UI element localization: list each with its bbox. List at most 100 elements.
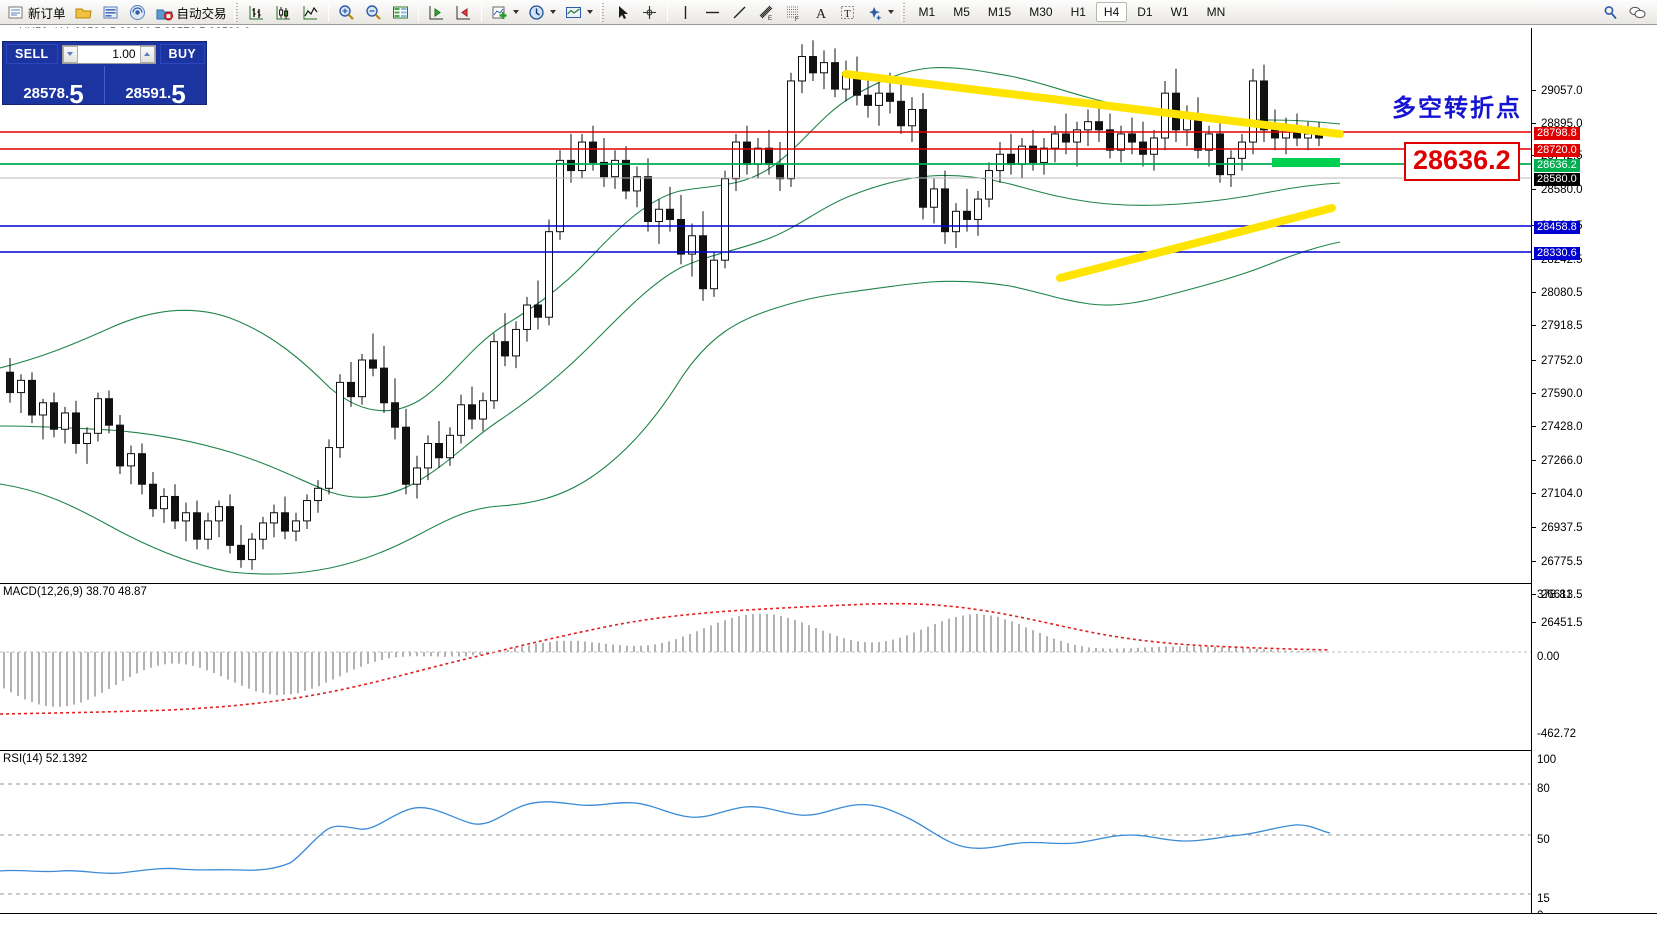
rsi-canvas bbox=[0, 751, 1531, 916]
price-tick bbox=[1532, 622, 1536, 623]
text-label-button[interactable]: A bbox=[807, 1, 834, 23]
candle-body bbox=[633, 176, 641, 192]
period-caret-icon[interactable] bbox=[549, 10, 556, 14]
sell-price-cell[interactable]: 28578 . 5 bbox=[3, 66, 104, 107]
timeframe-h4[interactable]: H4 bbox=[1095, 2, 1128, 22]
chat-button[interactable] bbox=[1624, 1, 1651, 23]
data-window-button[interactable] bbox=[387, 1, 414, 23]
auto-trading-button[interactable]: 自动交易 bbox=[151, 1, 231, 23]
fibonacci-button[interactable]: F bbox=[780, 1, 807, 23]
candle-body bbox=[798, 56, 806, 82]
text-box-button[interactable]: T bbox=[834, 1, 861, 23]
candle-body bbox=[787, 80, 795, 180]
candlestick-chart-button[interactable] bbox=[270, 1, 297, 23]
zoom-out-button[interactable] bbox=[360, 1, 387, 23]
timeframe-h1[interactable]: H1 bbox=[1070, 5, 1086, 19]
buy-button[interactable]: BUY bbox=[159, 44, 206, 64]
auto-scroll-button[interactable] bbox=[450, 1, 477, 23]
toolbar-grip-charts[interactable] bbox=[233, 2, 240, 22]
indicators-button[interactable] bbox=[486, 1, 523, 23]
toolbar-sep-4 bbox=[666, 2, 668, 22]
candle-body bbox=[94, 398, 102, 434]
toolbar-grip-timeframes[interactable] bbox=[900, 2, 907, 22]
vertical-line-button[interactable] bbox=[672, 1, 699, 23]
timeframe-mn[interactable]: MN bbox=[1206, 5, 1226, 19]
svg-text:T: T bbox=[844, 8, 851, 20]
line-chart-button[interactable] bbox=[297, 1, 324, 23]
candle-body bbox=[1095, 121, 1103, 131]
candle-body bbox=[600, 161, 608, 178]
macd-pane[interactable]: MACD(12,26,9) 38.70 48.87 bbox=[0, 583, 1531, 749]
candle-body bbox=[1128, 133, 1136, 143]
shapes-icon bbox=[868, 6, 882, 20]
candle-body bbox=[314, 487, 322, 502]
cursor-icon bbox=[618, 5, 628, 19]
candle-body bbox=[897, 100, 905, 127]
lot-size-stepper[interactable]: 1.00 bbox=[61, 44, 156, 64]
signals-button[interactable] bbox=[124, 1, 151, 23]
toolbar-sep-3 bbox=[480, 2, 482, 22]
horizontal-line-button[interactable] bbox=[699, 1, 726, 23]
shapes-caret-icon[interactable] bbox=[887, 10, 894, 14]
rsi-caption: RSI(14) 52.1392 bbox=[3, 753, 88, 765]
candle-body bbox=[1051, 133, 1059, 149]
timeframe-w1[interactable]: W1 bbox=[1170, 5, 1189, 19]
shapes-button[interactable] bbox=[861, 1, 898, 23]
toolbar-sep-1 bbox=[327, 2, 329, 22]
zoom-in-button[interactable] bbox=[333, 1, 360, 23]
equidistant-channel-button[interactable]: E bbox=[753, 1, 780, 23]
buy-price-cell[interactable]: 28591 . 5 bbox=[104, 66, 206, 107]
folder-button[interactable] bbox=[70, 1, 97, 23]
price-level-chip[interactable]: 28330.6 bbox=[1534, 247, 1580, 260]
templates-caret-icon[interactable] bbox=[586, 10, 593, 14]
yellow-downtrend-line bbox=[842, 70, 1344, 138]
price-tick bbox=[1532, 360, 1536, 361]
price-level-chip[interactable]: 28798.8 bbox=[1534, 127, 1580, 140]
candle-body bbox=[479, 400, 487, 420]
indicators-caret-icon[interactable] bbox=[512, 10, 519, 14]
one-click-trading-panel[interactable]: SELL 1.00 BUY 28578 . 5 28591 . 5 bbox=[2, 41, 207, 107]
toolbar-grip-tools[interactable] bbox=[599, 2, 606, 22]
price-tick-label: 26775.5 bbox=[1541, 556, 1583, 568]
search-button[interactable] bbox=[1597, 1, 1624, 23]
price-pane[interactable] bbox=[0, 28, 1531, 582]
candle-body bbox=[930, 188, 938, 208]
trendline-button[interactable] bbox=[726, 1, 753, 23]
templates-button[interactable] bbox=[560, 1, 597, 23]
candle-body bbox=[974, 198, 982, 220]
candle-body bbox=[1084, 121, 1092, 131]
chart-shift-button[interactable] bbox=[423, 1, 450, 23]
price-level-chip[interactable]: 28458.8 bbox=[1534, 221, 1580, 234]
timeframe-m15[interactable]: M15 bbox=[987, 5, 1012, 19]
candle-body bbox=[160, 495, 168, 510]
trade-panel-prices: 28578 . 5 28591 . 5 bbox=[3, 66, 206, 107]
timeframe-d1[interactable]: D1 bbox=[1137, 5, 1153, 19]
timeframe-m5[interactable]: M5 bbox=[953, 5, 970, 19]
crosshair-button[interactable] bbox=[636, 1, 663, 23]
terminal-button[interactable] bbox=[97, 1, 124, 23]
macd-caption: MACD(12,26,9) 38.70 48.87 bbox=[3, 586, 147, 598]
candle-body bbox=[39, 402, 47, 416]
chart-area[interactable]: MACD(12,26,9) 38.70 48.87 RSI(14) 52.139… bbox=[0, 28, 1657, 945]
timeframe-m1[interactable]: M1 bbox=[918, 5, 936, 19]
price-level-chip[interactable]: 28720.0 bbox=[1534, 144, 1580, 157]
lot-increment-button[interactable] bbox=[139, 45, 155, 63]
period-button[interactable] bbox=[523, 1, 560, 23]
cursor-button[interactable] bbox=[609, 1, 636, 23]
sell-button[interactable]: SELL bbox=[6, 44, 58, 64]
price-level-chip[interactable]: 28636.2 bbox=[1534, 159, 1580, 172]
lot-decrement-button[interactable] bbox=[62, 45, 78, 63]
price-level-chip[interactable]: 28580.0 bbox=[1534, 173, 1580, 186]
lot-size-input[interactable]: 1.00 bbox=[77, 47, 140, 61]
vertical-line-icon bbox=[684, 5, 686, 19]
rsi-pane[interactable]: RSI(14) 52.1392 bbox=[0, 750, 1531, 916]
new-order-button[interactable]: 新订单 bbox=[2, 1, 70, 23]
price-scale[interactable]: 29057.028895.028742.528580.028404.528242… bbox=[1531, 28, 1657, 922]
bar-chart-button[interactable] bbox=[243, 1, 270, 23]
candle-body bbox=[215, 506, 223, 522]
timeframe-m30[interactable]: M30 bbox=[1029, 5, 1053, 19]
candle-body bbox=[347, 381, 355, 398]
price-tick-label: 27104.0 bbox=[1541, 488, 1583, 500]
candle-body bbox=[655, 208, 663, 222]
svg-text:E: E bbox=[768, 16, 772, 22]
